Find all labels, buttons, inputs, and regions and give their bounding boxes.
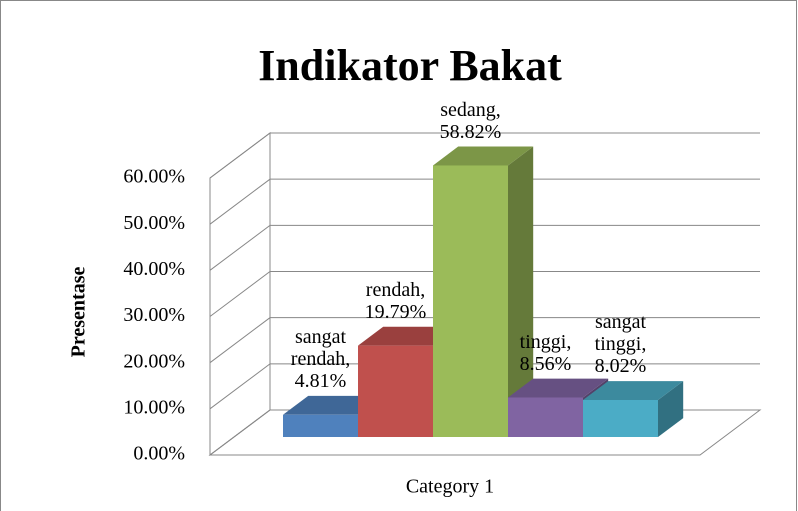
y-tick-label: 50.00%: [123, 212, 185, 234]
grid-line: [209, 178, 760, 225]
y-tick-label: 0.00%: [133, 443, 185, 465]
data-label: rendah, 19.79%: [364, 278, 427, 323]
y-tick-label: 40.00%: [123, 258, 185, 280]
data-label: sangat tinggi, 8.02%: [594, 311, 647, 378]
bar: [508, 397, 583, 437]
y-axis-label: Presentase: [68, 267, 90, 358]
bar: [583, 399, 658, 437]
bar-top: [508, 378, 609, 398]
grid-line: [209, 317, 760, 364]
bar-side: [508, 146, 534, 437]
data-label: sedang, 58.82%: [439, 98, 502, 143]
x-tick-label: Category 1: [406, 476, 494, 498]
grid-line: [209, 363, 760, 410]
y-tick-label: 30.00%: [123, 304, 185, 326]
grid-line: [209, 224, 760, 271]
bar-top: [433, 146, 534, 166]
y-tick-label: 10.00%: [123, 396, 185, 418]
bar-top: [583, 381, 684, 400]
bar-side: [658, 381, 684, 437]
bar: [358, 345, 433, 437]
y-tick-label: 20.00%: [123, 350, 185, 372]
data-label: tinggi, 8.56%: [519, 330, 572, 375]
grid-line: [209, 132, 760, 179]
grid-line: [209, 271, 760, 317]
chart-title: Indikator Bakat: [258, 41, 562, 90]
y-tick-label: 60.00%: [123, 166, 185, 188]
bar: [433, 165, 508, 437]
data-label: sangat rendah, 4.81%: [290, 325, 351, 392]
bar: [283, 414, 358, 437]
